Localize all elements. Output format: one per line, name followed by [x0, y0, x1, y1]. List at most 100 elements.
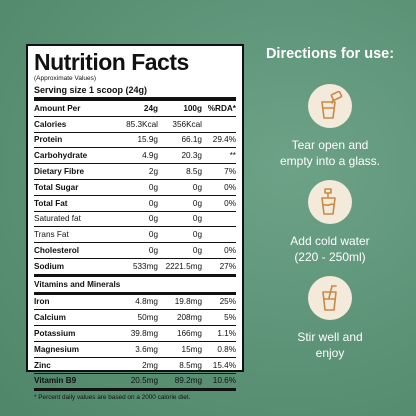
row-value-24g: 20.5mg	[110, 373, 158, 392]
row-label: Carbohydrate	[34, 147, 110, 165]
row-value-100g: 166mg	[158, 325, 202, 342]
table-row: Carbohydrate 4.9g 20.3g **	[34, 147, 236, 165]
row-value-100g: 2221.5mg	[158, 258, 202, 277]
row-value-100g: 66.1g	[158, 132, 202, 149]
table-row: Calcium 50mg 208mg 5%	[34, 309, 236, 327]
row-value-100g: 0g	[158, 211, 202, 228]
row-label: Protein	[34, 132, 110, 149]
step-text: Stir well and enjoy	[270, 329, 390, 361]
row-value-100g: 0g	[158, 179, 202, 196]
row-value-24g: 85.3Kcal	[110, 116, 158, 133]
row-value-rda	[202, 226, 236, 244]
row-value-24g: 2g	[110, 163, 158, 180]
row-label: Iron	[34, 293, 110, 311]
table-row: Total Sugar 0g 0g 0%	[34, 179, 236, 196]
row-value-rda: 0%	[202, 179, 236, 196]
row-label: Zinc	[34, 357, 110, 374]
row-label: Total Fat	[34, 195, 110, 212]
row-value-100g: 15mg	[158, 341, 202, 358]
row-label: Potassium	[34, 325, 110, 342]
direction-step-3: Stir well and enjoy	[270, 276, 390, 361]
row-value-24g: 0g	[110, 226, 158, 244]
row-value-rda: 27%	[202, 258, 236, 277]
step-text: Add cold water (220 - 250ml)	[270, 233, 390, 265]
header-col3: %RDA*	[202, 101, 236, 117]
row-value-24g: 4.8mg	[110, 293, 158, 311]
serving-size: Serving size 1 scoop (24g)	[34, 84, 236, 101]
row-label: Vitamin B9	[34, 373, 110, 392]
row-value-100g: 0g	[158, 226, 202, 244]
row-value-rda	[202, 211, 236, 228]
row-value-100g: 0g	[158, 242, 202, 259]
direction-step-2: Add cold water (220 - 250ml)	[270, 180, 390, 265]
row-value-100g: 8.5mg	[158, 357, 202, 374]
vitamins-header-label: Vitamins and Minerals	[34, 275, 236, 295]
row-value-24g: 533mg	[110, 258, 158, 277]
table-row: Trans Fat 0g 0g	[34, 226, 236, 244]
row-label: Sodium	[34, 258, 110, 277]
row-label: Trans Fat	[34, 226, 110, 244]
row-value-rda: 1.1%	[202, 325, 236, 342]
row-value-rda: 5%	[202, 309, 236, 327]
row-value-100g: 8.5g	[158, 163, 202, 180]
row-value-rda: 10.6%	[202, 373, 236, 392]
step-line: enjoy	[315, 346, 345, 360]
row-value-24g: 0g	[110, 195, 158, 212]
directions-title: Directions for use:	[265, 46, 395, 62]
header-col2: 100g	[158, 101, 202, 117]
row-value-rda	[202, 116, 236, 133]
row-label: Cholesterol	[34, 242, 110, 259]
table-row: Potassium 39.8mg 166mg 1.1%	[34, 325, 236, 342]
row-label: Calories	[34, 116, 110, 133]
step-line: (220 - 250ml)	[294, 250, 366, 264]
table-row: Protein 15.9g 66.1g 29.4%	[34, 132, 236, 149]
nutrition-table: Amount Per 24g 100g %RDA* Calories 85.3K…	[34, 101, 236, 392]
table-row: Saturated fat 0g 0g	[34, 211, 236, 228]
table-row: Cholesterol 0g 0g 0%	[34, 242, 236, 259]
row-value-24g: 0g	[110, 211, 158, 228]
table-header-row: Amount Per 24g 100g %RDA*	[34, 101, 236, 117]
row-value-100g: 89.2mg	[158, 373, 202, 392]
table-row: Sodium 533mg 2221.5mg 27%	[34, 258, 236, 277]
sachet-pour-icon	[308, 84, 352, 128]
vitamins-section-header: Vitamins and Minerals	[34, 275, 236, 295]
table-row: Magnesium 3.6mg 15mg 0.8%	[34, 341, 236, 358]
nutrition-facts-panel: Nutrition Facts (Approximate Values) Ser…	[26, 44, 244, 401]
row-value-100g: 356Kcal	[158, 116, 202, 133]
row-value-24g: 2mg	[110, 357, 158, 374]
row-label: Dietary Fibre	[34, 163, 110, 180]
row-value-100g: 20.3g	[158, 147, 202, 165]
table-row: Zinc 2mg 8.5mg 15.4%	[34, 357, 236, 374]
row-value-rda: 0%	[202, 242, 236, 259]
step-line: empty into a glass.	[279, 154, 381, 168]
row-value-rda: 25%	[202, 293, 236, 311]
row-value-24g: 0g	[110, 179, 158, 196]
row-value-24g: 50mg	[110, 309, 158, 327]
table-row: Calories 85.3Kcal 356Kcal	[34, 116, 236, 133]
row-label: Saturated fat	[34, 211, 110, 228]
row-value-24g: 39.8mg	[110, 325, 158, 342]
table-row: Dietary Fibre 2g 8.5g 7%	[34, 163, 236, 180]
row-value-100g: 0g	[158, 195, 202, 212]
row-value-rda: 0%	[202, 195, 236, 212]
row-value-24g: 15.9g	[110, 132, 158, 149]
row-value-24g: 3.6mg	[110, 341, 158, 358]
header-col1: 24g	[110, 101, 158, 117]
glass-straw-icon	[308, 276, 352, 320]
row-value-100g: 208mg	[158, 309, 202, 327]
header-label: Amount Per	[34, 101, 110, 117]
row-value-rda: 15.4%	[202, 357, 236, 374]
row-value-24g: 0g	[110, 242, 158, 259]
step-line: Stir well and	[297, 330, 363, 344]
row-label: Total Sugar	[34, 179, 110, 196]
row-value-rda: 0.8%	[202, 341, 236, 358]
nutrition-title: Nutrition Facts	[34, 49, 189, 75]
table-row: Iron 4.8mg 19.8mg 25%	[34, 293, 236, 311]
step-line: Add cold water	[290, 234, 370, 248]
row-value-rda: 29.4%	[202, 132, 236, 149]
table-row: Total Fat 0g 0g 0%	[34, 195, 236, 212]
step-line: Tear open and	[291, 138, 369, 152]
row-label: Magnesium	[34, 341, 110, 358]
row-label: Calcium	[34, 309, 110, 327]
row-value-rda: 7%	[202, 163, 236, 180]
